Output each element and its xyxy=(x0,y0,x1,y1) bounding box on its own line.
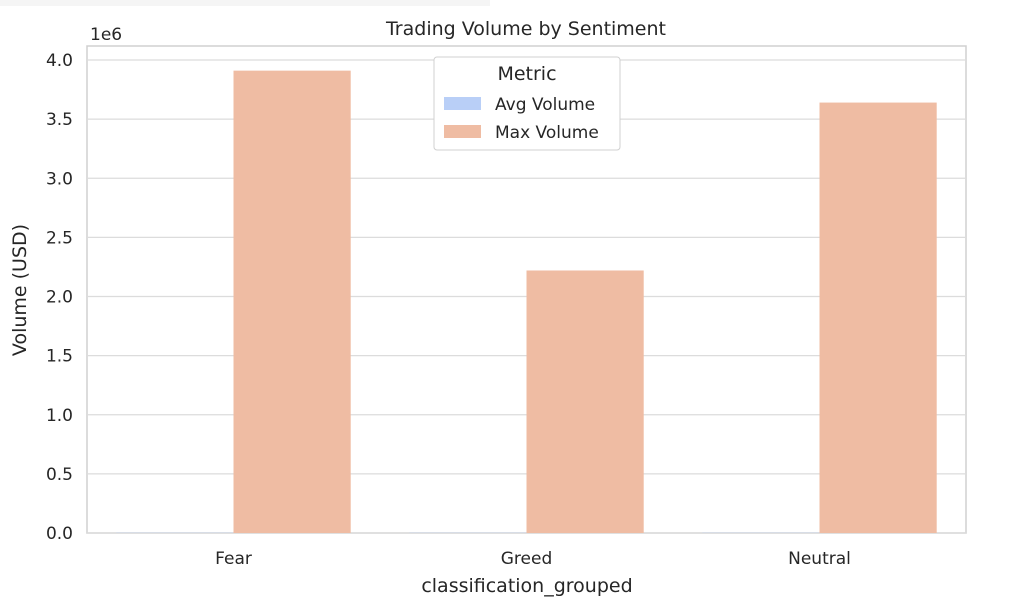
y-tick-label: 3.0 xyxy=(46,169,73,189)
y-tick-label: 1.0 xyxy=(46,406,73,426)
y-tick-label: 0.0 xyxy=(46,524,73,544)
y-tick-label: 1.5 xyxy=(46,347,73,367)
y-scale-label: 1e6 xyxy=(90,25,122,45)
y-tick-label: 3.5 xyxy=(46,110,73,130)
y-tick-label: 2.5 xyxy=(46,228,73,248)
y-tick-label: 2.0 xyxy=(46,288,73,308)
x-tick-label: Neutral xyxy=(788,549,851,569)
legend-swatch-max-volume xyxy=(444,125,481,138)
legend-title: Metric xyxy=(497,63,556,85)
legend-swatch-avg-volume xyxy=(444,97,481,110)
x-tick-label: Fear xyxy=(215,549,252,569)
bar-max-volume-fear xyxy=(234,71,351,533)
y-tick-label: 0.5 xyxy=(46,465,73,485)
x-tick-label: Greed xyxy=(501,549,553,569)
y-tick-labels: 0.0 0.5 1.0 1.5 2.0 2.5 3.0 3.5 4.0 xyxy=(46,51,73,544)
legend-label-max-volume: Max Volume xyxy=(495,123,599,143)
legend: Metric Avg Volume Max Volume xyxy=(434,57,620,150)
bar-max-volume-greed xyxy=(527,270,644,533)
x-tick-labels: Fear Greed Neutral xyxy=(215,549,851,569)
bar-max-volume-neutral xyxy=(820,103,937,533)
top-strip xyxy=(0,0,490,6)
y-axis-label: Volume (USD) xyxy=(9,224,31,356)
y-tick-label: 4.0 xyxy=(46,51,73,71)
x-axis-label: classification_grouped xyxy=(421,575,632,597)
legend-label-avg-volume: Avg Volume xyxy=(495,95,595,115)
chart-title: Trading Volume by Sentiment xyxy=(385,18,666,40)
